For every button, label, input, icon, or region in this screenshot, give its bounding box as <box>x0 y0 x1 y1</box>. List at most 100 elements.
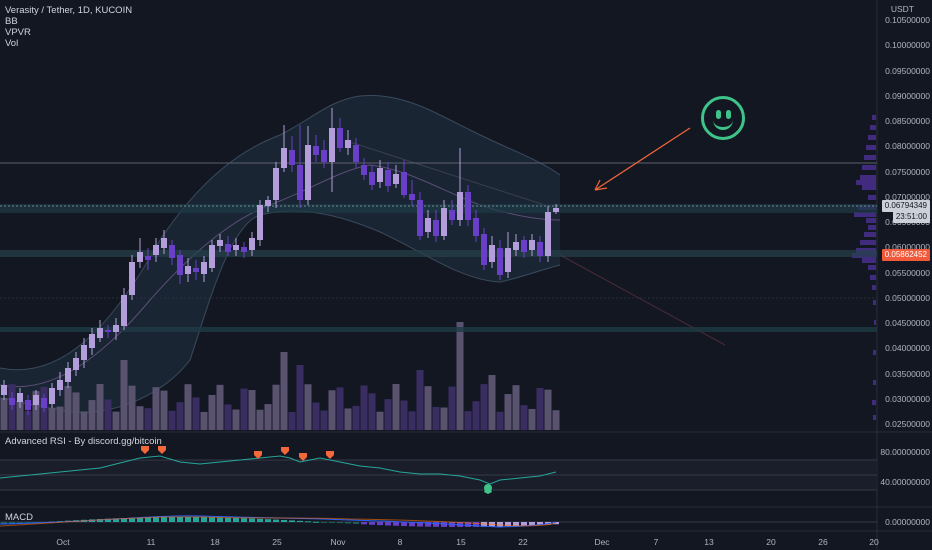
currency-label: USDT <box>890 4 914 14</box>
candle <box>465 185 471 226</box>
rsi-pane-label[interactable]: Advanced RSI - By discord.gg/bitcoin <box>5 436 162 447</box>
volume-bar <box>304 384 312 430</box>
symbol-title[interactable]: Verasity / Tether, 1D, KUCOIN <box>5 5 133 16</box>
volume-bar <box>64 385 72 430</box>
volume-bar <box>552 410 560 430</box>
volume-bar <box>432 406 440 430</box>
rsi-overbought-marker <box>254 451 262 459</box>
candle <box>513 234 519 256</box>
macd-histogram-bar <box>321 522 327 523</box>
candle <box>177 250 183 284</box>
vpvr-bar <box>870 275 876 280</box>
candle <box>41 394 47 412</box>
lower-zone <box>0 327 877 332</box>
indicator-vpvr[interactable]: VPVR <box>5 27 31 38</box>
rsi-overbought-marker <box>326 451 334 459</box>
time-axis-label: 20 <box>766 537 776 547</box>
candle <box>193 260 199 280</box>
volume-bar <box>536 387 544 430</box>
candle <box>505 232 511 278</box>
macd-pane-label[interactable]: MACD <box>5 512 33 523</box>
candle <box>217 234 223 252</box>
arrow-annotation-icon <box>594 127 691 191</box>
vpvr-bar <box>864 155 876 160</box>
indicator-vol[interactable]: Vol <box>5 38 19 49</box>
trend-line <box>349 141 561 211</box>
candle <box>121 288 127 330</box>
candle <box>137 238 143 268</box>
volume-bar <box>464 411 472 430</box>
macd-histogram-bar <box>289 520 295 522</box>
macd-histogram-bar <box>393 522 399 526</box>
vpvr-bar <box>873 380 876 385</box>
current-price-tag: 0.06794349 <box>881 200 930 212</box>
candle <box>377 160 383 188</box>
rsi-overbought-marker <box>141 446 149 454</box>
macd-histogram-bar <box>441 522 447 527</box>
candle <box>297 125 303 208</box>
volume-bar <box>424 386 432 430</box>
macd-histogram-bar <box>129 517 135 522</box>
candle <box>393 165 399 188</box>
volume-bar <box>488 375 496 430</box>
vpvr-bar <box>860 240 876 245</box>
candle <box>409 180 415 206</box>
candle <box>441 200 447 240</box>
vpvr-bar <box>873 415 876 420</box>
candle <box>17 388 23 408</box>
macd-histogram-bar <box>185 517 191 522</box>
volume-bar <box>504 394 512 430</box>
volume-bar <box>448 386 456 430</box>
macd-histogram-bar <box>241 518 247 522</box>
volume-bar <box>160 390 168 430</box>
volume-bar <box>272 384 280 430</box>
volume-bar <box>384 399 392 430</box>
vpvr-bar <box>860 175 876 180</box>
macd-histogram-bar <box>377 522 383 526</box>
rsi-line <box>0 455 557 485</box>
price-axis-label: 0.04500000 <box>885 318 930 328</box>
volume-bar <box>184 384 192 430</box>
arrow-head <box>594 179 608 191</box>
countdown-tag: 23:51:00 <box>892 211 930 223</box>
volume-bar <box>0 398 8 430</box>
volume-bar <box>232 409 240 430</box>
candle <box>209 240 215 272</box>
price-axis-label: 0.04000000 <box>885 343 930 354</box>
vpvr-bar <box>874 320 876 325</box>
volume-bar <box>312 402 320 430</box>
candle <box>33 390 39 410</box>
macd-histogram-bar <box>257 518 263 522</box>
volume-bar <box>544 389 552 430</box>
candle <box>273 162 279 208</box>
volume-bar <box>264 404 272 430</box>
volume-bar <box>48 407 56 430</box>
candle <box>417 192 423 240</box>
candle <box>65 362 71 388</box>
indicator-bb[interactable]: BB <box>5 16 18 27</box>
macd-histogram-bar <box>145 517 151 522</box>
candle <box>369 165 375 190</box>
vpvr-bar <box>866 218 876 223</box>
vpvr-bar <box>870 125 876 130</box>
vpvr-bar <box>862 258 876 263</box>
volume-bar <box>32 391 40 430</box>
price-axis-label: 0.02500000 <box>885 419 930 429</box>
macd-histogram-bar <box>537 522 543 526</box>
price-axis-label: 0.03000000 <box>885 393 930 404</box>
price-axis-label: 0.10500000 <box>885 15 930 25</box>
candle <box>57 372 63 396</box>
time-axis-label: Oct <box>56 537 70 547</box>
macd-histogram-bar <box>25 522 31 523</box>
candle <box>169 240 175 265</box>
macd-histogram-bar <box>201 517 207 522</box>
volume-bar <box>80 411 88 430</box>
volume-bar <box>120 360 128 430</box>
vpvr-bar <box>872 285 876 290</box>
macd-histogram-bar <box>17 522 23 524</box>
volume-bar <box>336 387 344 430</box>
time-axis-label: 13 <box>704 537 714 547</box>
macd-histogram-bar <box>249 518 255 522</box>
candle <box>425 210 431 238</box>
